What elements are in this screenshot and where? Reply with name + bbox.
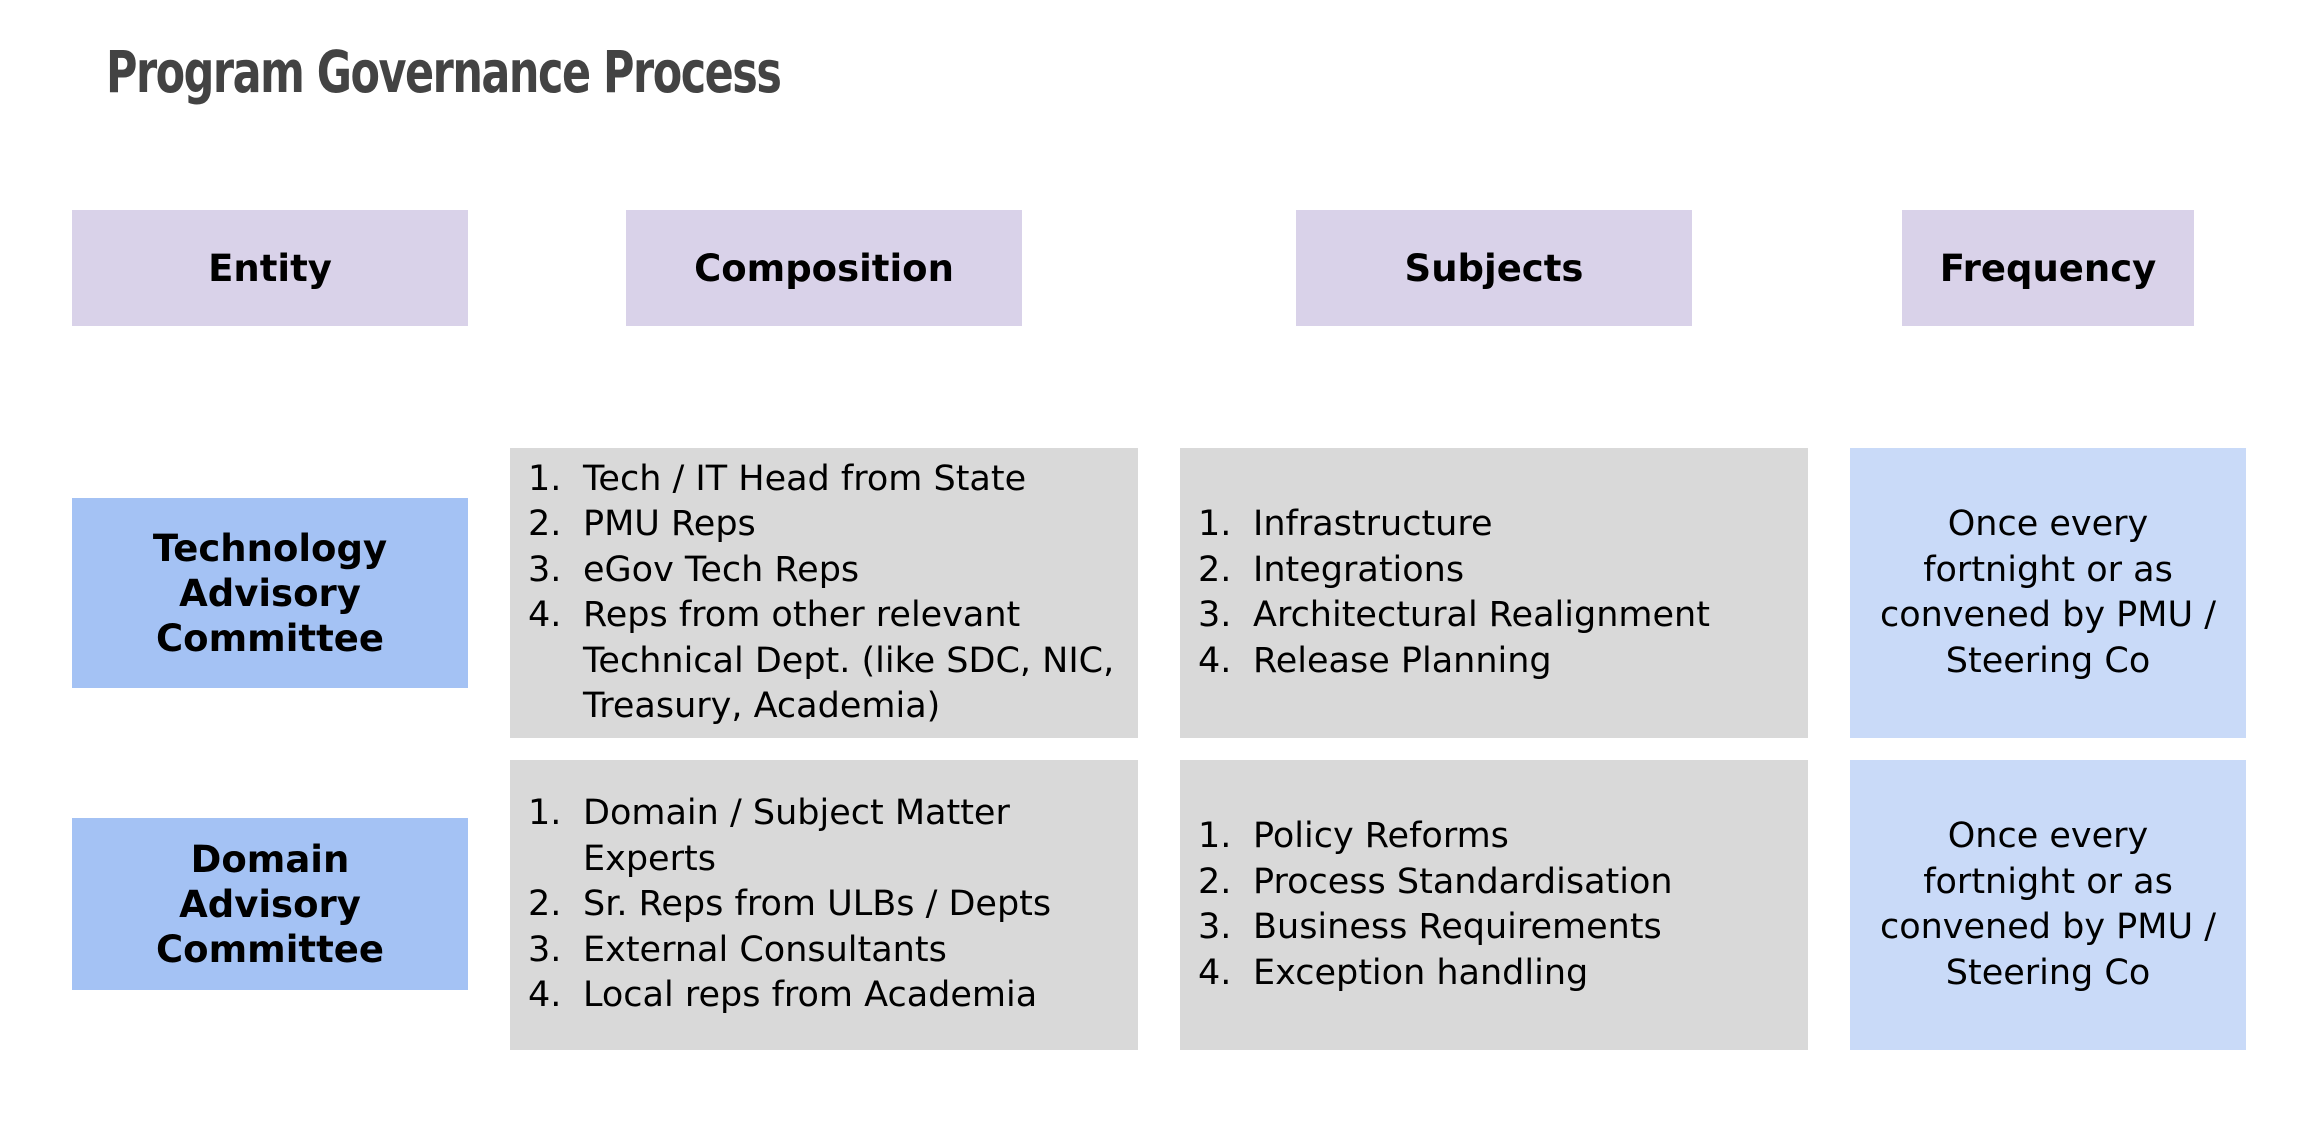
frequency-domain: Once every fortnight or as convened by P… bbox=[1850, 760, 2246, 1050]
list-item: 1. Tech / IT Head from State bbox=[528, 458, 1027, 499]
list-item: 4. Local reps from Academia bbox=[528, 975, 1038, 1016]
subjects-list-domain: 1. Policy Reforms 2. Process Standardisati… bbox=[1180, 760, 1808, 1050]
entity-technology-advisory-committee: Technology Advisory Committee bbox=[72, 498, 468, 688]
entity-domain-advisory-committee: Domain Advisory Committee bbox=[72, 818, 468, 990]
page-title: Program Governance Process bbox=[106, 38, 782, 106]
list-item: 4. Reps from other relevant Technical Dep… bbox=[528, 595, 1115, 726]
list-item: 1. Domain / Subject Matter Experts bbox=[528, 793, 1010, 879]
subjects-list-technology: 1. Infrastructure 2. Integrations 3. Archit… bbox=[1180, 448, 1808, 738]
header-composition: Composition bbox=[626, 210, 1022, 326]
list-item: 3. External Consultants bbox=[528, 929, 947, 970]
list-item: 2. Integrations bbox=[1198, 549, 1465, 590]
composition-list-technology: 1. Tech / IT Head from State 2. PMU Reps 3… bbox=[510, 448, 1138, 738]
list-item: 3. Architectural Realignment bbox=[1198, 595, 1710, 635]
frequency-technology: Once every fortnight or as convened by P… bbox=[1850, 448, 2246, 738]
list-item: 3. eGov Tech Reps bbox=[528, 549, 860, 590]
list-item: 1. Infrastructure bbox=[1198, 504, 1493, 544]
list-item: 4. Release Planning bbox=[1198, 640, 1552, 681]
composition-list-domain: 1. Domain / Subject Matter Experts 2. Sr. … bbox=[510, 760, 1138, 1050]
list-item: 4. Exception handling bbox=[1198, 952, 1589, 993]
list-item: 2. PMU Reps bbox=[528, 504, 756, 544]
header-entity: Entity bbox=[72, 210, 468, 326]
header-subjects: Subjects bbox=[1296, 210, 1692, 326]
header-frequency: Frequency bbox=[1902, 210, 2194, 326]
list-item: 1. Policy Reforms bbox=[1198, 816, 1509, 856]
list-item: 2. Sr. Reps from ULBs / Depts bbox=[528, 884, 1052, 925]
list-item: 3. Business Requirements bbox=[1198, 907, 1662, 947]
list-item: 2. Process Standardisation bbox=[1198, 861, 1673, 902]
